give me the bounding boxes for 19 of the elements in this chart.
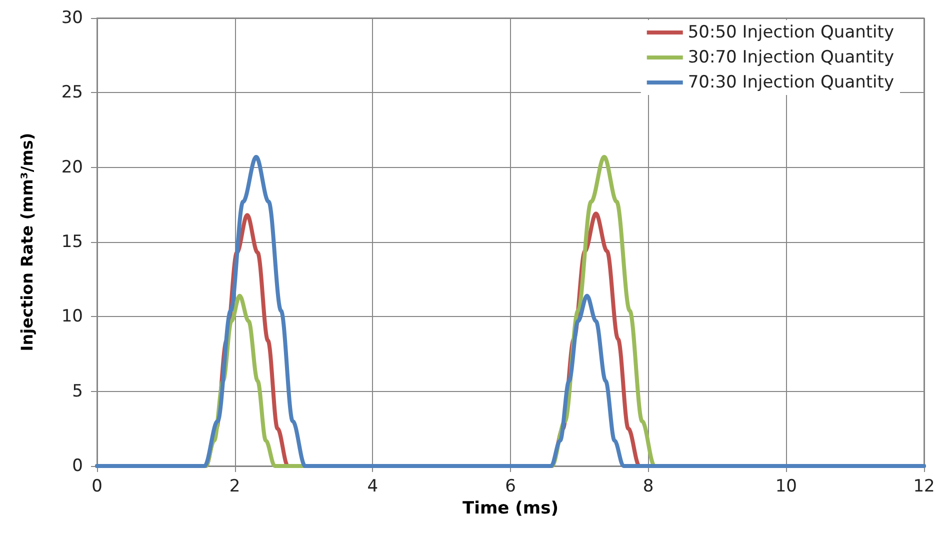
x-tick-label: 2 [229, 476, 240, 496]
y-tick-label: 15 [61, 232, 83, 252]
x-tick-label: 6 [505, 476, 516, 496]
y-tick-label: 20 [61, 157, 83, 178]
y-tick-label: 0 [72, 456, 83, 476]
x-tick-label: 12 [913, 476, 935, 496]
legend-label: 50:50 Injection Quantity [688, 22, 894, 42]
y-tick-label: 10 [61, 306, 83, 327]
x-tick-label: 8 [642, 476, 654, 496]
x-tick-label: 0 [92, 476, 102, 496]
legend-label: 30:70 Injection Quantity [688, 48, 894, 68]
y-tick-label: 5 [72, 381, 83, 402]
x-tick-label: 4 [367, 476, 378, 496]
y-axis-title: Injection Rate (mm³/ms) [18, 132, 36, 352]
y-tick-label: 30 [61, 8, 83, 28]
legend-label: 70:30 Injection Quantity [688, 72, 894, 92]
y-tick-label: 25 [61, 82, 83, 103]
x-axis-title: Time (ms) [462, 498, 558, 518]
x-tick-label: 10 [775, 476, 797, 496]
